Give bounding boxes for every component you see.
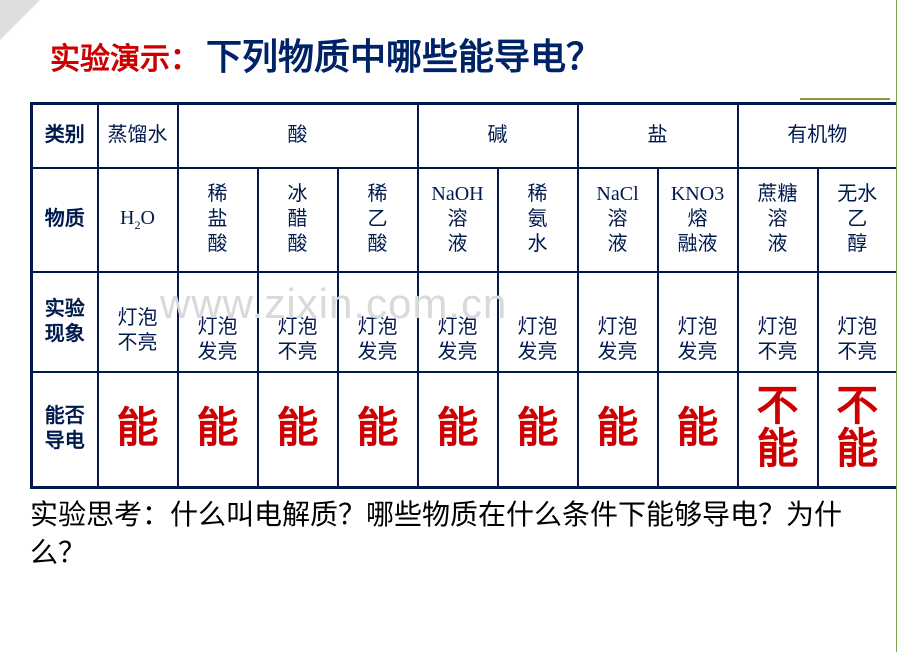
substance-cell: 稀氨水 <box>498 168 578 272</box>
table-row-result: 能否导电 能能能能能能能能不能不能 <box>32 372 898 488</box>
result-cell: 能 <box>498 372 578 488</box>
category-cell: 碱 <box>418 104 578 168</box>
result-cell: 能 <box>178 372 258 488</box>
result-cell: 能 <box>418 372 498 488</box>
right-cutoff-strip <box>896 0 920 652</box>
slide-header: 实验演示： 下列物质中哪些能导电？ <box>0 0 920 84</box>
substance-cell: NaOH溶液 <box>418 168 498 272</box>
corner-fold-decoration <box>0 0 40 40</box>
category-cell: 盐 <box>578 104 738 168</box>
observation-cell: 灯泡发亮 <box>578 272 658 372</box>
follow-up-question: 实验思考：什么叫电解质？哪些物质在什么条件下能够导电？为什么？ <box>30 497 896 573</box>
observation-cell: 灯泡不亮 <box>258 272 338 372</box>
substance-cell: NaCl溶液 <box>578 168 658 272</box>
row-label-substance: 物质 <box>32 168 98 272</box>
row-label-result: 能否导电 <box>32 372 98 488</box>
result-cell: 能 <box>578 372 658 488</box>
result-cell: 能 <box>338 372 418 488</box>
slide-page: 实验演示： 下列物质中哪些能导电？ www.zixin.com.cn 类别 蒸馏… <box>0 0 920 652</box>
result-cell: 能 <box>258 372 338 488</box>
row-label-observation: 实验现象 <box>32 272 98 372</box>
observation-cell: 灯泡不亮 <box>738 272 818 372</box>
observation-cell: 灯泡不亮 <box>98 272 178 372</box>
substance-cell: 无水乙醇 <box>818 168 898 272</box>
result-cell: 能 <box>98 372 178 488</box>
row-label-category: 类别 <box>32 104 98 168</box>
row-label-observation-text: 实验现象 <box>35 297 95 347</box>
table-row-category: 类别 蒸馏水酸碱盐有机物 <box>32 104 898 168</box>
result-cell: 能 <box>658 372 738 488</box>
category-cell: 有机物 <box>738 104 898 168</box>
table-row-observation: 实验现象 灯泡不亮灯泡发亮灯泡不亮灯泡发亮灯泡发亮灯泡发亮灯泡发亮灯泡发亮灯泡不… <box>32 272 898 372</box>
observation-cell: 灯泡发亮 <box>658 272 738 372</box>
header-title: 下列物质中哪些能导电？ <box>206 28 602 80</box>
substance-cell: 蔗糖溶液 <box>738 168 818 272</box>
substance-cell: 稀盐酸 <box>178 168 258 272</box>
header-keyword: 实验演示： <box>50 34 200 78</box>
observation-cell: 灯泡发亮 <box>418 272 498 372</box>
observation-cell: 灯泡发亮 <box>338 272 418 372</box>
category-cell: 酸 <box>178 104 418 168</box>
result-cell: 不能 <box>818 372 898 488</box>
substance-cell: H2O <box>98 168 178 272</box>
observation-cell: 灯泡不亮 <box>818 272 898 372</box>
experiment-table: 类别 蒸馏水酸碱盐有机物 物质 H2O稀盐酸冰醋酸稀乙酸NaOH溶液稀氨水NaC… <box>30 102 899 489</box>
observation-cell: 灯泡发亮 <box>178 272 258 372</box>
substance-cell: 冰醋酸 <box>258 168 338 272</box>
result-cell: 不能 <box>738 372 818 488</box>
observation-cell: 灯泡发亮 <box>498 272 578 372</box>
table-row-substance: 物质 H2O稀盐酸冰醋酸稀乙酸NaOH溶液稀氨水NaCl溶液KNO3熔融液蔗糖溶… <box>32 168 898 272</box>
substance-cell: KNO3熔融液 <box>658 168 738 272</box>
page-number-underline <box>800 98 890 100</box>
substance-cell: 稀乙酸 <box>338 168 418 272</box>
category-cell: 蒸馏水 <box>98 104 178 168</box>
